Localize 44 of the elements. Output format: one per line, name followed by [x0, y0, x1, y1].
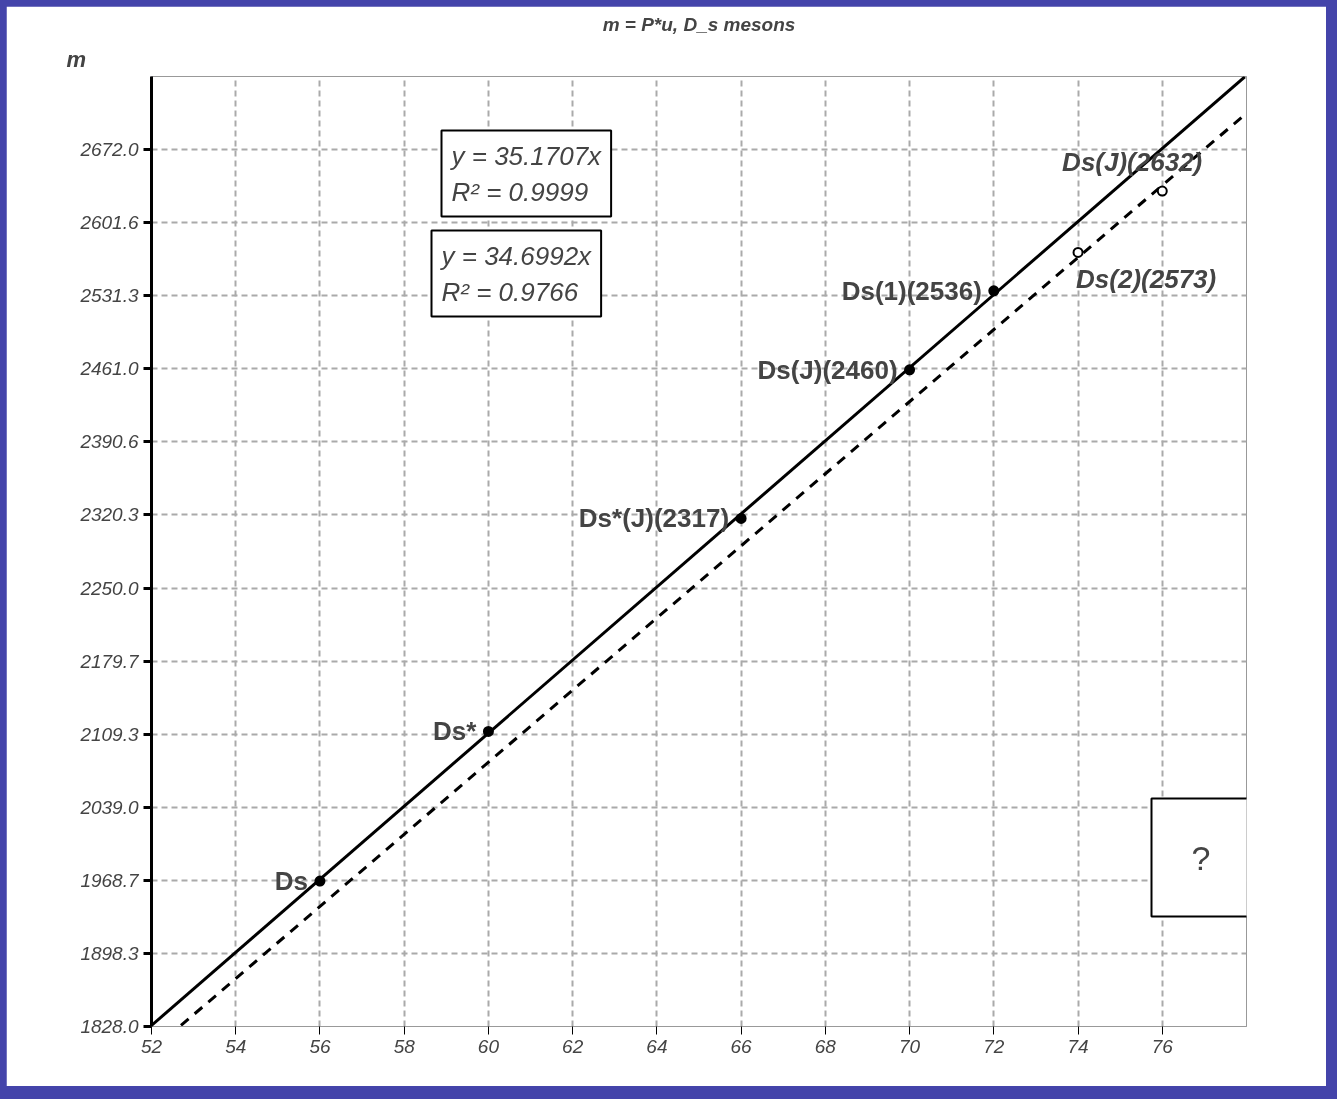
annotation: y = 35.1707x R² = 0.9999: [449, 140, 603, 207]
annotation: Ds(2)(2573): [1076, 264, 1217, 295]
chart-title: m = P*u, D_s mesons: [602, 13, 796, 35]
x-tick-label: 68: [814, 1035, 837, 1057]
y-tick-label: 1898.3: [80, 942, 139, 964]
point: [988, 285, 1000, 297]
y-tick-label: 2179.7: [79, 650, 140, 672]
point: [314, 875, 326, 887]
y-tick-label: 1968.7: [80, 869, 140, 891]
x-tick-label: 66: [730, 1035, 753, 1057]
annotation: Ds(1)(2536): [841, 275, 982, 306]
point: [1156, 185, 1168, 197]
point: [1072, 246, 1084, 258]
x-tick-label: 76: [1151, 1035, 1174, 1057]
x-tick-label: 52: [140, 1035, 163, 1057]
annotation: Ds(J)(2460): [757, 354, 898, 385]
y-tick-label: 1828.0: [80, 1016, 139, 1037]
y-tick-label: 2390.6: [79, 431, 139, 453]
point: [735, 512, 747, 524]
x-tick-label: 60: [477, 1035, 500, 1057]
annotation: ?: [1191, 838, 1211, 877]
x-tick-label: 56: [309, 1035, 331, 1057]
annotation: Ds: [274, 866, 308, 897]
y-tick-label: 2601.6: [79, 212, 139, 234]
y-tick-label: 2531.3: [79, 285, 139, 307]
y-tick-label: 2320.3: [79, 504, 139, 526]
point: [482, 725, 494, 737]
y-tick-label: 2250.0: [79, 577, 139, 599]
x-tick-label: 70: [899, 1035, 921, 1057]
point: [904, 364, 916, 376]
x-tick-label: 72: [983, 1035, 1005, 1057]
y-tick-label: 2672.0: [79, 139, 139, 161]
y-axis-title: m: [66, 46, 87, 72]
y-tick-label: 2461.0: [79, 358, 139, 380]
x-tick-label: 64: [646, 1035, 668, 1057]
x-tick-label: 58: [393, 1035, 416, 1057]
annotation: y = 34.6992x R² = 0.9766: [439, 240, 593, 307]
x-tick-label: 74: [1067, 1035, 1089, 1057]
annotation: Ds*: [433, 716, 478, 747]
y-tick-label: 2109.3: [79, 723, 139, 745]
x-tick-label: 54: [225, 1035, 247, 1057]
annotation: Ds*(J)(2317): [578, 503, 730, 534]
x-tick-label: 62: [562, 1035, 584, 1057]
y-tick-label: 2039.0: [79, 796, 139, 818]
